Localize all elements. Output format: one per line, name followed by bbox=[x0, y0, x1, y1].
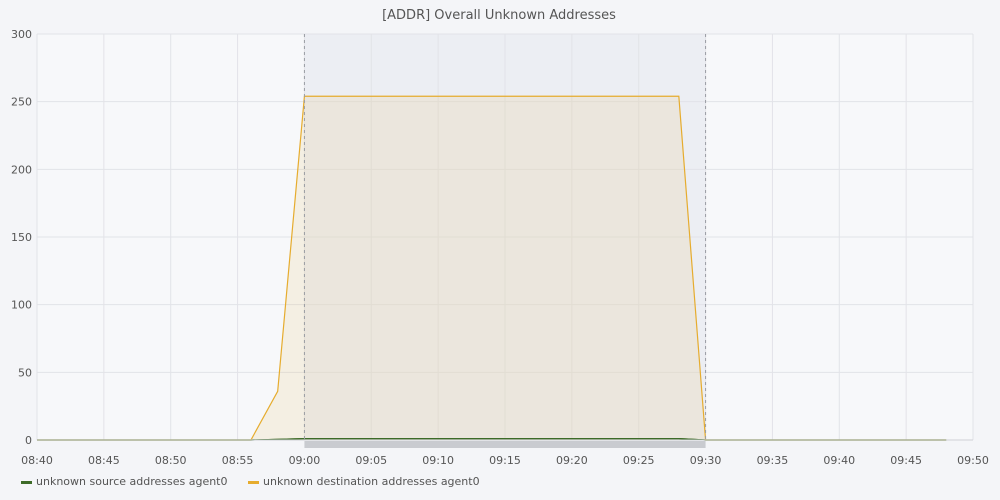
y-tick-label: 300 bbox=[11, 28, 32, 41]
x-tick-label: 08:40 bbox=[21, 454, 53, 467]
x-tick-label: 09:20 bbox=[556, 454, 588, 467]
series-area-1 bbox=[37, 96, 947, 441]
range-brush[interactable] bbox=[304, 441, 706, 448]
x-tick-label: 09:25 bbox=[623, 454, 655, 467]
plot-area: 0 50 100 150 200 250 300 08:40 08:45 08:50 08:55 09… bbox=[11, 28, 989, 467]
y-tick-label: 200 bbox=[11, 163, 32, 176]
x-tick-label: 09:40 bbox=[823, 454, 855, 467]
legend: unknown source addresses agent0 unknown d… bbox=[21, 475, 480, 488]
y-tick-label: 150 bbox=[11, 231, 32, 244]
legend-item[interactable]: unknown source addresses agent0 bbox=[21, 475, 228, 488]
x-tick-label: 09:50 bbox=[957, 454, 989, 467]
y-tick-label: 250 bbox=[11, 96, 32, 109]
x-tick-label: 09:05 bbox=[355, 454, 387, 467]
legend-swatch bbox=[21, 481, 32, 484]
x-tick-label: 09:30 bbox=[690, 454, 722, 467]
legend-label: unknown source addresses agent0 bbox=[36, 475, 228, 488]
x-tick-label: 09:10 bbox=[422, 454, 454, 467]
y-tick-label: 0 bbox=[25, 434, 32, 447]
x-tick-label: 09:15 bbox=[489, 454, 521, 467]
y-tick-label: 100 bbox=[11, 299, 32, 312]
x-tick-label: 09:00 bbox=[289, 454, 321, 467]
x-tick-label: 08:55 bbox=[222, 454, 254, 467]
x-tick-label: 08:45 bbox=[88, 454, 120, 467]
x-tick-label: 08:50 bbox=[155, 454, 187, 467]
x-tick-label: 09:35 bbox=[757, 454, 789, 467]
legend-swatch bbox=[248, 481, 259, 484]
chart-title: [ADDR] Overall Unknown Addresses bbox=[382, 8, 616, 23]
x-tick-label: 09:45 bbox=[890, 454, 922, 467]
legend-label: unknown destination addresses agent0 bbox=[263, 475, 480, 488]
legend-item[interactable]: unknown destination addresses agent0 bbox=[248, 475, 480, 488]
y-tick-label: 50 bbox=[18, 366, 32, 379]
